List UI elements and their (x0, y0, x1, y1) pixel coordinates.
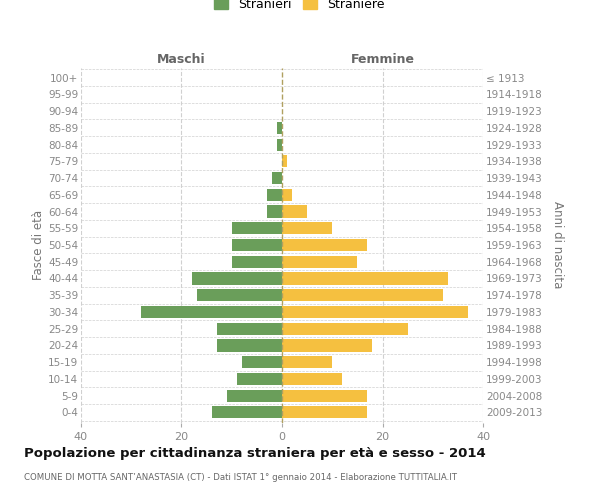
Bar (212, 406, 282, 418)
Bar (282, 206, 307, 218)
Bar (232, 222, 282, 234)
Bar (282, 356, 332, 368)
Bar (282, 289, 443, 302)
Text: COMUNE DI MOTTA SANT’ANASTASIA (CT) - Dati ISTAT 1° gennaio 2014 - Elaborazione : COMUNE DI MOTTA SANT’ANASTASIA (CT) - Da… (24, 472, 457, 482)
Bar (282, 406, 367, 418)
Bar (282, 390, 367, 402)
Bar (272, 172, 282, 184)
Bar (277, 138, 282, 150)
Bar (277, 122, 282, 134)
Bar (282, 272, 448, 284)
Bar (282, 340, 373, 351)
Bar (217, 322, 282, 335)
Bar (232, 256, 282, 268)
Y-axis label: Fasce di età: Fasce di età (32, 210, 45, 280)
Legend: Stranieri, Straniere: Stranieri, Straniere (216, 0, 384, 10)
Text: Popolazione per cittadinanza straniera per età e sesso - 2014: Popolazione per cittadinanza straniera p… (24, 448, 486, 460)
Bar (242, 356, 282, 368)
Bar (282, 306, 468, 318)
Bar (282, 155, 287, 168)
Bar (267, 206, 282, 218)
Bar (267, 188, 282, 201)
Bar (142, 306, 282, 318)
Bar (232, 239, 282, 251)
Bar (282, 373, 343, 385)
Text: Maschi: Maschi (157, 53, 206, 66)
Bar (282, 322, 407, 335)
Bar (217, 340, 282, 351)
Bar (191, 272, 282, 284)
Bar (282, 239, 367, 251)
Bar (282, 256, 358, 268)
Bar (282, 222, 332, 234)
Y-axis label: Anni di nascita: Anni di nascita (551, 202, 564, 288)
Bar (282, 188, 292, 201)
Bar (197, 289, 282, 302)
Bar (237, 373, 282, 385)
Bar (227, 390, 282, 402)
Text: Femmine: Femmine (350, 53, 415, 66)
